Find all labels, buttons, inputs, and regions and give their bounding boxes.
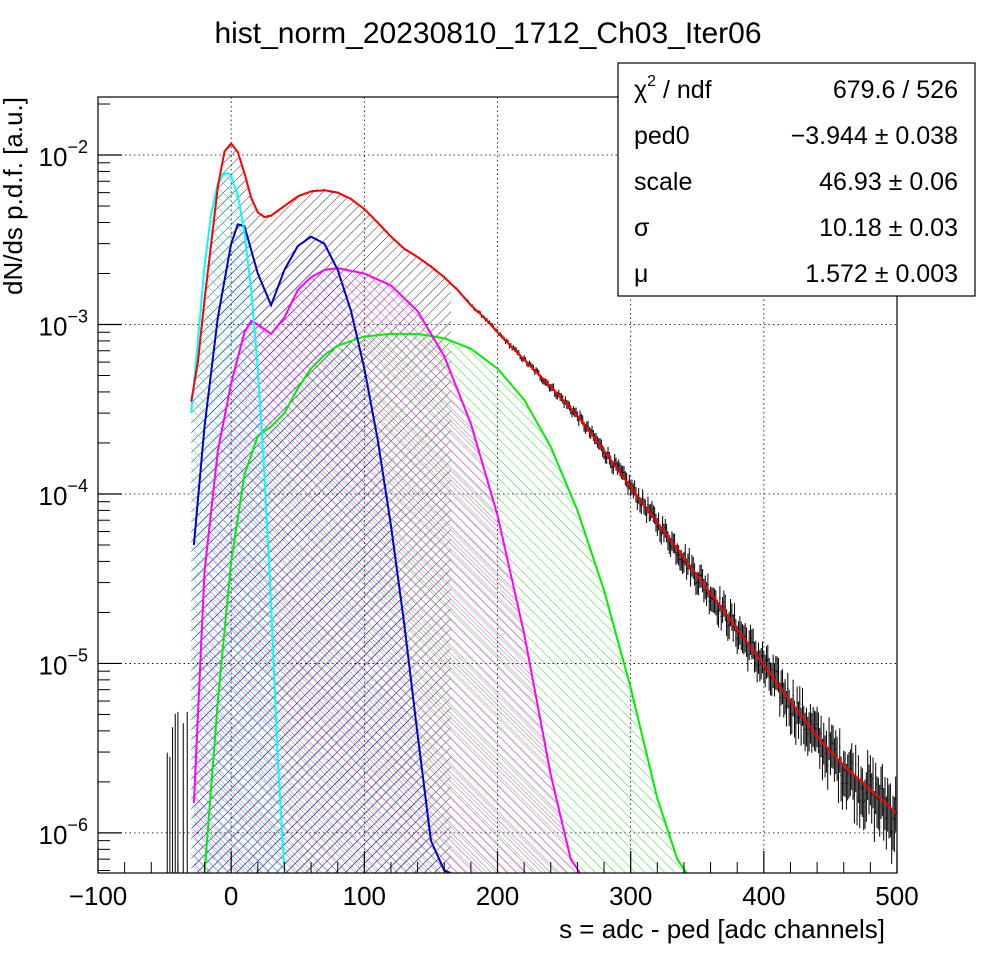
x-tick-label: 400 (742, 881, 785, 911)
stats-label: μ (634, 260, 648, 288)
y-tick-label: 10−6 (39, 815, 88, 850)
pe3-curve (203, 332, 688, 873)
fit-curves (190, 141, 897, 873)
stats-value: 679.6 / 526 (833, 76, 958, 104)
stats-label: ped0 (634, 122, 690, 150)
y-tick-label: 10−5 (39, 645, 88, 680)
x-tick-label: 100 (343, 881, 386, 911)
x-axis-label: s = adc - ped [adc channels] (559, 914, 885, 944)
y-tick-label: 10−2 (39, 137, 88, 172)
pe1-curve (192, 223, 452, 873)
stats-label: scale (634, 168, 692, 196)
total-curve (190, 141, 897, 815)
x-tick-label: 0 (224, 881, 238, 911)
x-tick-label: 300 (609, 881, 652, 911)
x-tick-label: −100 (69, 881, 128, 911)
stats-value: 46.93 ± 0.06 (819, 168, 958, 196)
x-tick-label: 200 (476, 881, 519, 911)
x-tick-label: 500 (875, 881, 918, 911)
stats-value: −3.944 ± 0.038 (791, 122, 958, 150)
y-axis-label: dN/ds p.d.f. [a.u.] (0, 97, 28, 295)
chart-title: hist_norm_20230810_1712_Ch03_Iter06 (214, 17, 761, 50)
stats-label: χ2 / ndf (634, 73, 712, 104)
stats-label: σ (634, 214, 650, 242)
stats-value: 10.18 ± 0.03 (819, 214, 958, 242)
pedestal-curve (190, 172, 286, 871)
y-tick-label: 10−3 (39, 306, 88, 341)
y-tick-label: 10−4 (39, 476, 88, 511)
component-fills (191, 143, 687, 873)
stats-value: 1.572 ± 0.003 (805, 260, 958, 288)
stats-box: χ2 / ndf 679.6 / 526 ped0 −3.944 ± 0.038 sca… (617, 62, 976, 297)
axis-ticks: −100 0 100 200 300 400 500 10−6 10−5 10−4 10−3 10−2 (39, 103, 919, 911)
pe2-curve (192, 267, 581, 873)
